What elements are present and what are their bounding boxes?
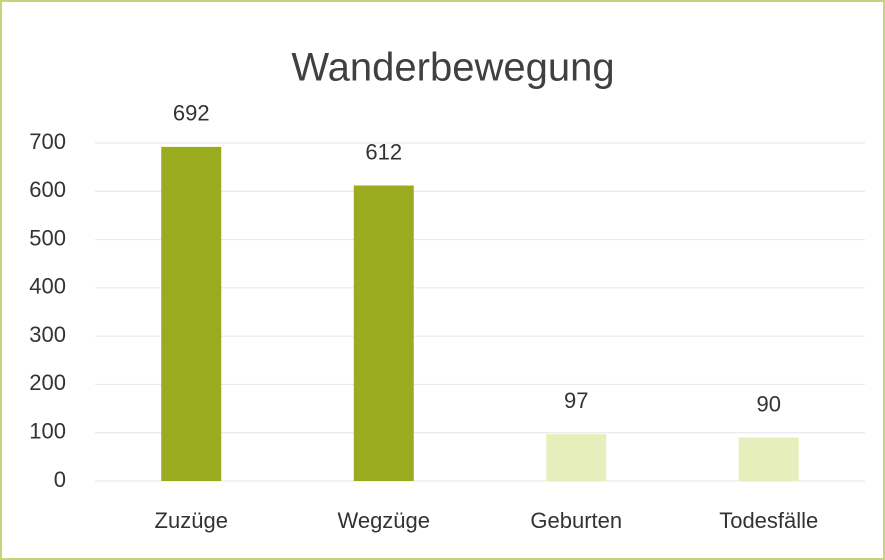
bar — [161, 146, 222, 481]
data-label: 612 — [365, 139, 402, 164]
x-tick-label: Zuzüge — [155, 508, 228, 533]
y-tick-label: 500 — [29, 225, 66, 250]
y-tick-label: 200 — [29, 370, 66, 395]
y-tick-label: 600 — [29, 177, 66, 202]
bar — [353, 185, 414, 481]
y-tick-label: 400 — [29, 274, 66, 299]
bar — [546, 434, 607, 481]
chart-title: Wanderbewegung — [291, 46, 614, 90]
y-tick-label: 300 — [29, 322, 66, 347]
data-label: 692 — [173, 101, 210, 126]
bar — [738, 437, 799, 481]
x-tick-label: Wegzüge — [337, 508, 430, 533]
data-label: 97 — [564, 388, 588, 413]
x-tick-label: Todesfälle — [719, 508, 818, 533]
y-tick-label: 0 — [54, 467, 66, 492]
data-label: 90 — [757, 391, 781, 416]
x-tick-label: Geburten — [530, 508, 622, 533]
y-tick-label: 100 — [29, 419, 66, 444]
y-tick-label: 700 — [29, 129, 66, 154]
